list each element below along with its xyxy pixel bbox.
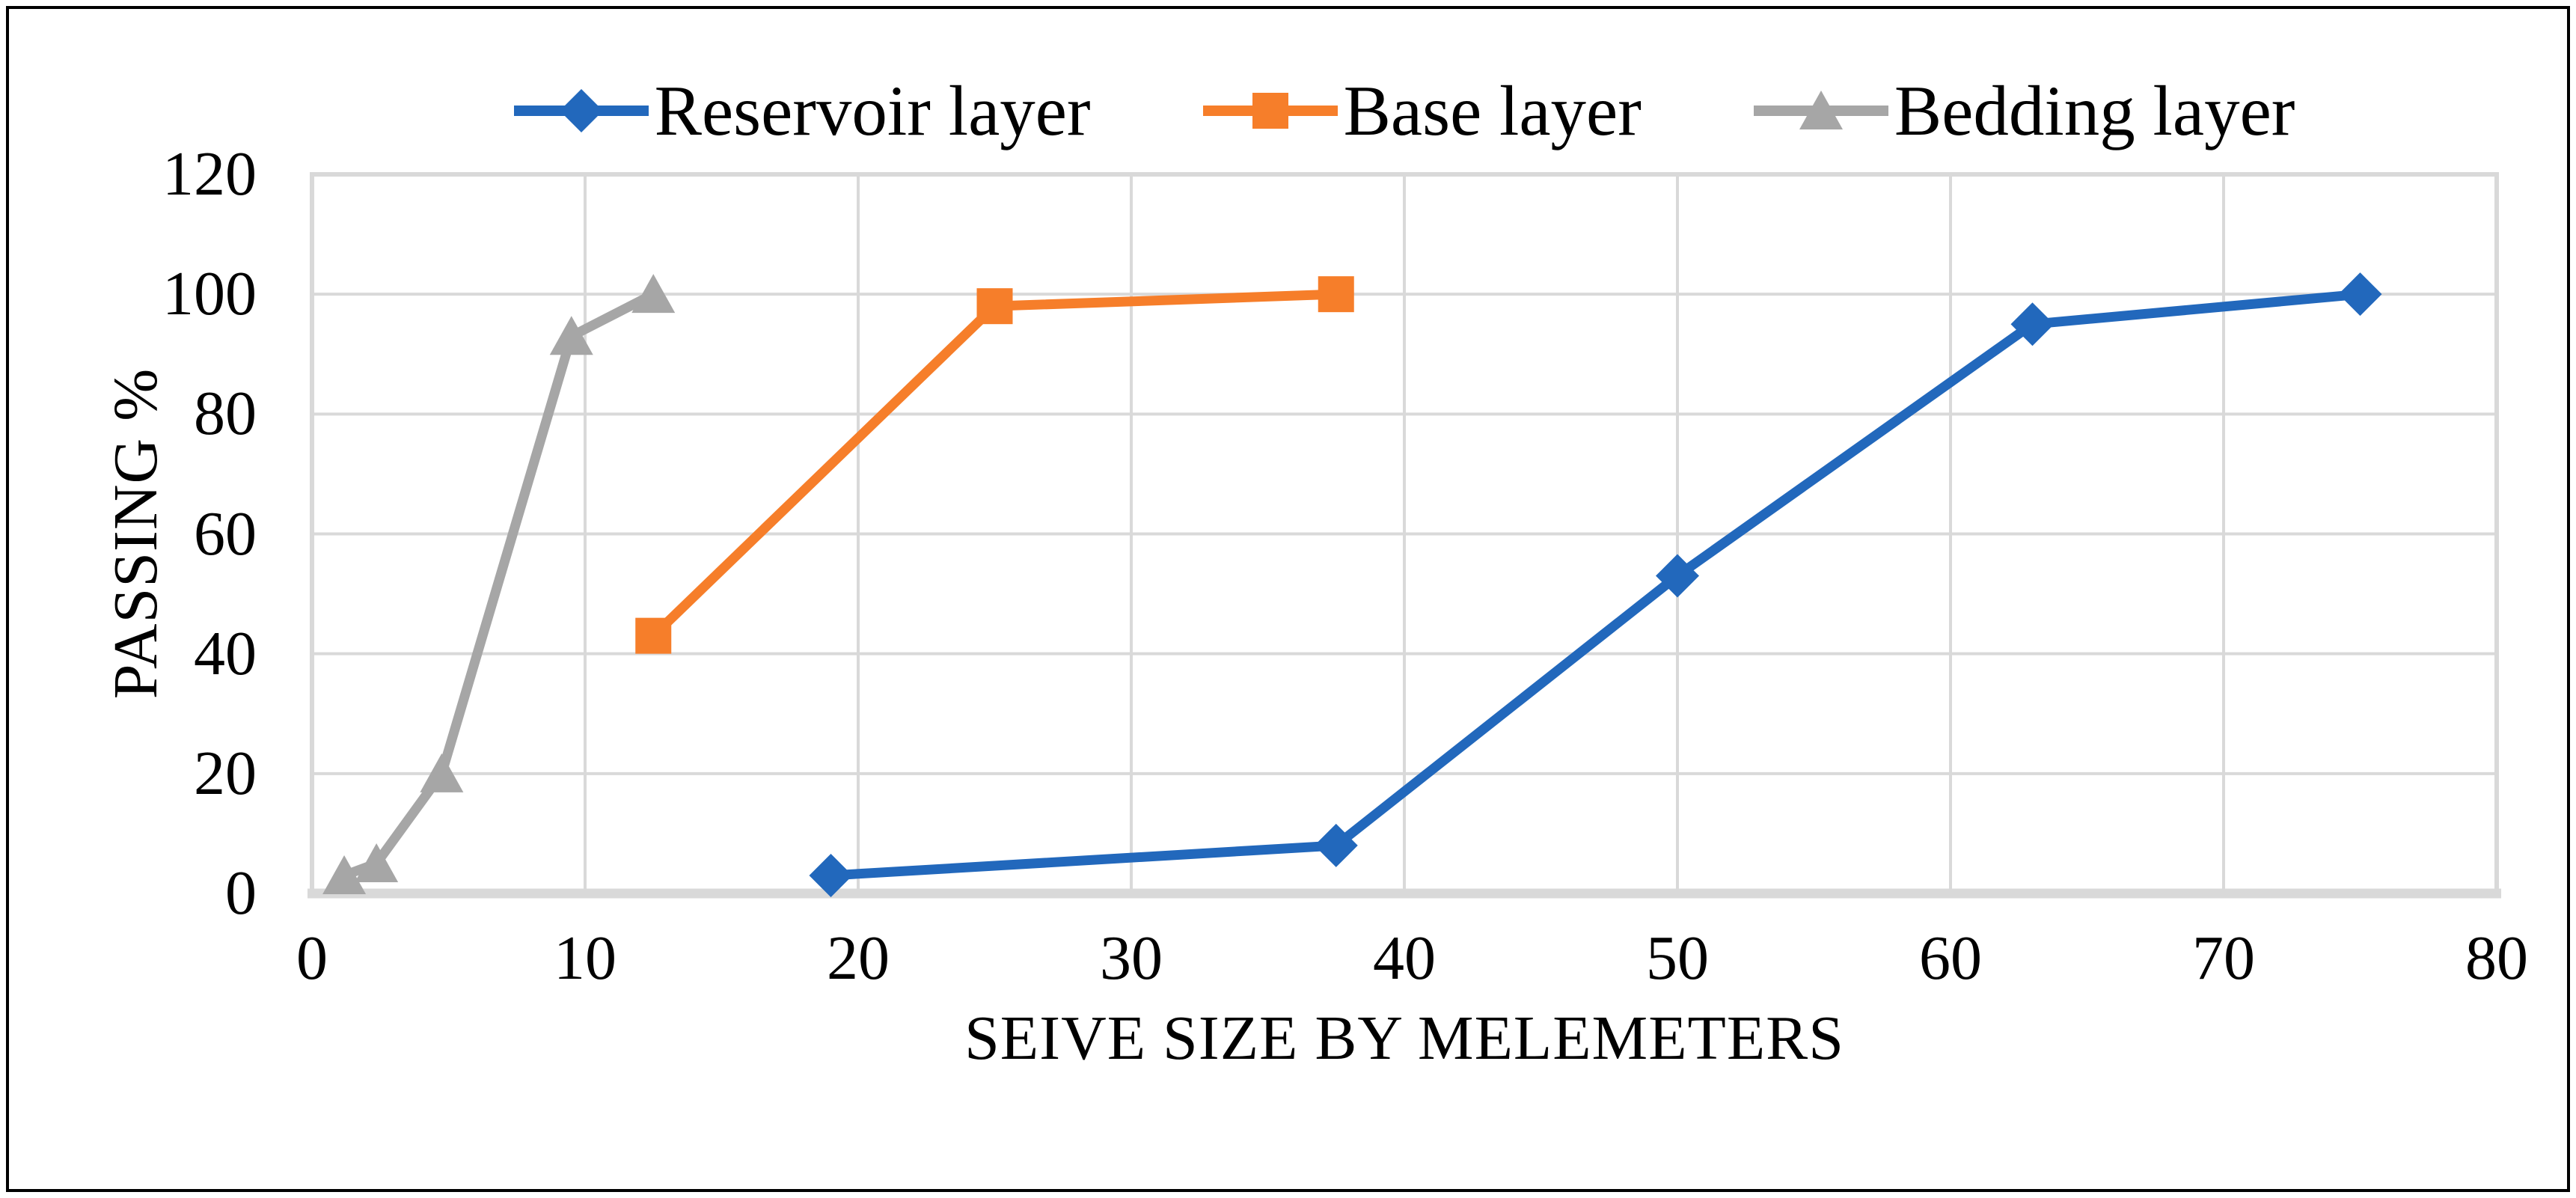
x-tick-label: 0	[296, 923, 328, 993]
y-tick-label: 80	[194, 379, 257, 449]
legend-label: Reservoir layer	[654, 70, 1091, 150]
series-base-layer	[635, 276, 1354, 654]
x-tick-label: 40	[1373, 923, 1436, 993]
series-bedding-layer	[322, 274, 676, 894]
x-tick-label: 30	[1100, 923, 1163, 993]
legend-label: Base layer	[1343, 70, 1642, 150]
diamond-marker-icon	[513, 89, 649, 132]
y-tick-label: 60	[194, 498, 257, 569]
y-tick-label: 0	[225, 858, 257, 928]
y-axis-title: PASSING %	[101, 367, 171, 700]
y-tick-label: 120	[162, 139, 257, 209]
y-tick-label: 100	[162, 259, 257, 329]
legend: Reservoir layer Base layer Bedding layer	[312, 58, 2497, 163]
x-tick-label: 80	[2465, 923, 2528, 993]
x-tick-label: 60	[1919, 923, 1982, 993]
series-reservoir-layer	[809, 272, 2382, 897]
x-tick-label: 10	[554, 923, 617, 993]
legend-item-reservoir-layer: Reservoir layer	[513, 70, 1091, 152]
legend-item-bedding-layer: Bedding layer	[1753, 70, 2295, 152]
x-tick-label: 70	[2192, 923, 2255, 993]
x-tick-label: 50	[1646, 923, 1709, 993]
square-marker-icon	[1202, 93, 1338, 129]
y-tick-label: 40	[194, 618, 257, 688]
legend-label: Bedding layer	[1894, 70, 2295, 150]
triangle-marker-icon	[1753, 91, 1888, 129]
legend-item-base-layer: Base layer	[1202, 70, 1642, 152]
y-tick-label: 20	[194, 738, 257, 808]
gridlines	[308, 172, 2501, 899]
x-axis-title: SEIVE SIZE BY MELEMETERS	[964, 1003, 1844, 1073]
x-tick-label: 20	[827, 923, 890, 993]
